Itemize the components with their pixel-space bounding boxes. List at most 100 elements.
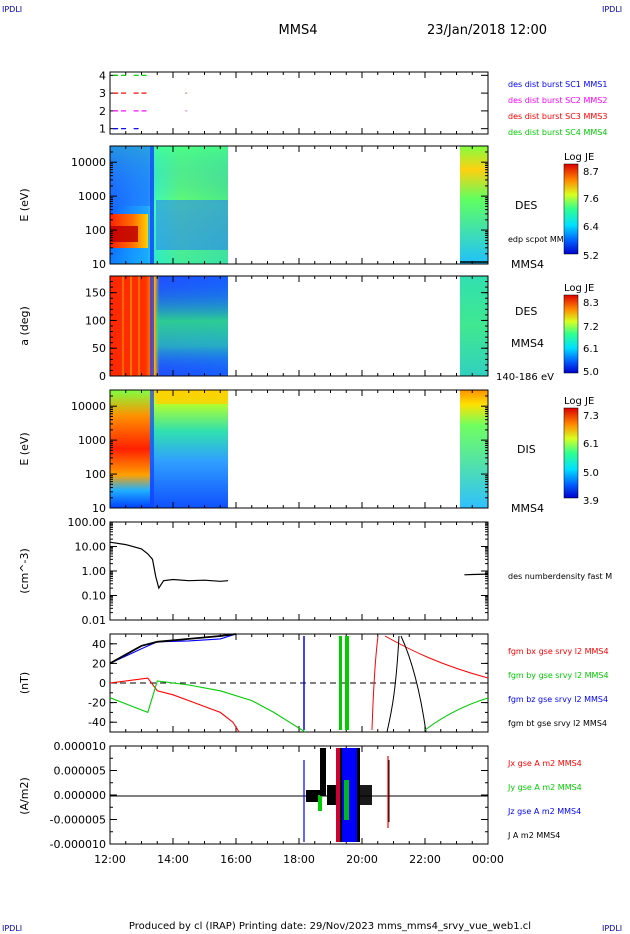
current-legend-item: Jy gse A m2 MMS4 (507, 783, 582, 792)
panel-des-energy: 10 100 1000 10000 E (eV) DES edp scpot MMS4… (18, 145, 599, 271)
fgm-spikes (303, 635, 489, 733)
y-tick-label: -0.000010 (50, 838, 106, 851)
des-energy-label-scpot: edp scpot MMS4 (508, 235, 574, 244)
panel-des-pitch: 0 50 100 150 a (deg) DES MMS4 140-186 eV Lo… (18, 275, 599, 383)
fgm-legend-item: fgm by gse srvy l2 MMS4 (508, 671, 609, 680)
y-tick-label: 0.000010 (54, 740, 107, 753)
dis-energy-ylabel: E (eV) (18, 432, 31, 465)
density-ylabel: (cm^-3) (18, 548, 31, 594)
des-energy-label-instrument: DES (515, 199, 537, 212)
footer-corner-right: IPDLI (602, 924, 622, 933)
fgm-series-line (109, 633, 237, 665)
y-tick-label: 10.00 (75, 541, 107, 554)
dis-energy-colorbar: Log JE 7.3 6.1 5.0 3.9 (563, 396, 599, 507)
des-pitch-cbar-tick: 5.0 (583, 367, 599, 378)
y-tick-label: 10000 (71, 156, 106, 169)
footer-corner-left: IPDLI (2, 924, 22, 933)
current-legend-item: J A m2 MMS4 (507, 831, 560, 840)
y-tick-label: 50 (92, 342, 106, 355)
y-tick-label: 1 (99, 123, 106, 136)
fgm-series-line (109, 680, 306, 733)
current-legend-item: Jz gse A m2 MMS4 (507, 807, 581, 816)
des-energy-colorbar: Log JE 8.7 7.6 6.4 5.2 (563, 152, 599, 262)
des-pitch-spectrogram (110, 276, 488, 376)
des-energy-spectrogram (110, 146, 488, 264)
burst-legend-item: des dist burst SC4 MMS4 (508, 128, 607, 137)
current-traces (110, 748, 488, 842)
footer-text: Produced by cl (IRAP) Printing date: 29/… (129, 921, 531, 932)
y-tick-label: 100.00 (68, 516, 107, 529)
y-tick-label: 1000 (78, 190, 106, 203)
page-title: MMS4 (279, 23, 318, 38)
current-ylabel: (A/m2) (18, 777, 31, 815)
des-pitch-cbar-tick: 7.2 (583, 322, 599, 333)
panel-dis-energy: 10 100 1000 10000 E (eV) DIS MMS4 Log JE 7.… (18, 389, 599, 515)
des-pitch-cbar-tick: 6.1 (583, 344, 599, 355)
des-pitch-label-instrument: DES (515, 305, 537, 318)
panel-current: -0.000010 -0.000005 0.000000 0.000005 0.0000… (18, 740, 582, 866)
fgm-series-line (109, 677, 240, 733)
y-tick-label: 1000 (78, 434, 106, 447)
y-tick-label: 3 (99, 87, 106, 100)
y-tick-label: 20 (92, 657, 106, 670)
y-tick-label: 0.01 (82, 614, 107, 627)
dis-energy-cbar-tick: 5.0 (583, 468, 599, 479)
y-tick-label: 150 (85, 287, 106, 300)
y-tick-label: -40 (88, 716, 106, 729)
des-pitch-ylabel: a (deg) (18, 306, 31, 346)
x-tick-label: 18:00 (283, 853, 315, 866)
dis-energy-label-instrument: DIS (517, 443, 536, 456)
y-tick-label: 10000 (71, 400, 106, 413)
des-pitch-colorbar: Log JE 8.3 7.2 6.1 5.0 (563, 283, 599, 378)
burst-legend-item: des dist burst SC3 MMS3 (508, 112, 607, 121)
x-tick-label: 20:00 (346, 853, 378, 866)
dis-energy-cbar-tick: 3.9 (583, 496, 599, 507)
des-pitch-label-sc: MMS4 (511, 337, 544, 350)
density-series-line (109, 541, 229, 590)
dis-energy-cbar-tick: 7.3 (583, 411, 599, 422)
dis-energy-cbar-tick: 6.1 (583, 439, 599, 450)
des-pitch-cbar-tick: 8.3 (583, 298, 599, 309)
fgm-series-line (109, 633, 237, 664)
x-tick-label: 22:00 (409, 853, 441, 866)
des-pitch-label-energy: 140-186 eV (496, 372, 554, 383)
fgm-legend-item: fgm bz gse srvy l2 MMS4 (508, 695, 608, 704)
des-energy-cbar-tick: 7.6 (583, 194, 599, 205)
fgm-legend-item: fgm bx gse srvy l2 MMS4 (508, 647, 609, 656)
y-tick-label: 40 (92, 638, 106, 651)
x-tick-label: 14:00 (157, 853, 189, 866)
y-tick-label: -20 (88, 697, 106, 710)
current-legend-item: Jx gse A m2 MMS4 (507, 759, 582, 768)
density-series-line (464, 573, 489, 576)
des-energy-cbar-tick: 5.2 (583, 251, 599, 262)
y-tick-label: 0.000000 (54, 789, 107, 802)
y-tick-label: 2 (99, 105, 106, 118)
fgm-ylabel: (nT) (18, 672, 31, 694)
des-energy-label-sc: MMS4 (511, 258, 544, 271)
y-tick-label: 0.10 (82, 590, 107, 603)
x-tick-label: 12:00 (94, 853, 126, 866)
des-energy-ylabel: E (eV) (18, 188, 31, 221)
y-tick-label: 10 (92, 502, 106, 515)
y-tick-label: 10 (92, 258, 106, 271)
dis-energy-spectrogram (110, 390, 488, 508)
dis-energy-colorbar-title: Log JE (564, 396, 594, 407)
corner-label-right: IPDLI (602, 5, 622, 14)
panel-density: 0.01 0.10 1.00 10.00 100.00 (cm^-3) des numb… (18, 516, 612, 627)
des-pitch-colorbar-title: Log JE (564, 283, 594, 294)
y-tick-label: 0 (99, 370, 106, 383)
density-legend: des numberdensity fast M (508, 572, 612, 581)
x-tick-label: 00:00 (472, 853, 504, 866)
panel-fgm: -40 -20 0 20 40 fgm bx gse srvy l2 MMS4 fgm b… (18, 633, 609, 733)
burst-legend-item: des dist burst SC1 MMS1 (508, 80, 607, 89)
y-tick-label: 1.00 (82, 565, 107, 578)
des-energy-cbar-tick: 6.4 (583, 222, 599, 233)
burst-legend-item: des dist burst SC2 MMS2 (508, 96, 607, 105)
y-tick-label: 4 (99, 69, 106, 82)
y-tick-label: 100 (85, 224, 106, 237)
y-tick-label: 100 (85, 468, 106, 481)
y-tick-label: -0.000005 (50, 814, 106, 827)
fgm-legend-item: fgm bt gse srvy l2 MMS4 (508, 719, 607, 728)
y-tick-label: 100 (85, 314, 106, 327)
